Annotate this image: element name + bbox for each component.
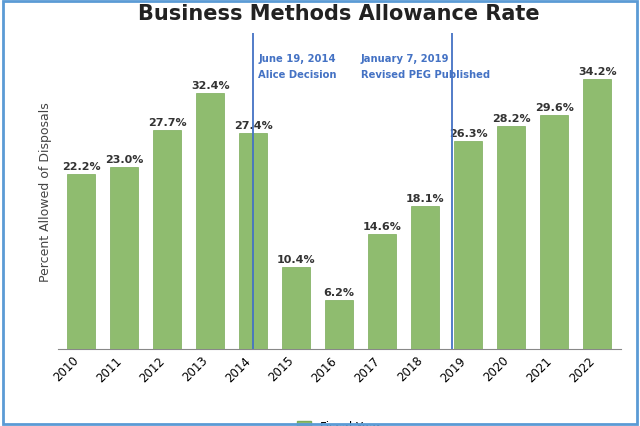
Text: 29.6%: 29.6% — [535, 103, 573, 113]
Title: Business Methods Allowance Rate: Business Methods Allowance Rate — [138, 4, 540, 24]
Text: 22.2%: 22.2% — [62, 161, 100, 171]
Text: 27.4%: 27.4% — [234, 120, 273, 130]
Bar — [239, 133, 267, 349]
Text: 23.0%: 23.0% — [105, 155, 143, 165]
Text: Revised PEG Published: Revised PEG Published — [361, 69, 490, 80]
Bar — [110, 168, 138, 349]
Bar — [497, 127, 525, 349]
Text: 18.1%: 18.1% — [406, 193, 445, 204]
Text: 34.2%: 34.2% — [578, 66, 616, 77]
Bar — [540, 116, 568, 349]
Text: January 7, 2019: January 7, 2019 — [361, 54, 449, 64]
Text: 32.4%: 32.4% — [191, 81, 230, 91]
Text: 28.2%: 28.2% — [492, 114, 531, 124]
Text: 27.7%: 27.7% — [148, 118, 186, 128]
Bar — [368, 234, 396, 349]
Text: June 19, 2014: June 19, 2014 — [259, 54, 336, 64]
Bar — [412, 207, 439, 349]
Bar — [153, 131, 181, 349]
Bar — [325, 300, 353, 349]
Bar — [196, 94, 224, 349]
Text: 10.4%: 10.4% — [277, 254, 316, 264]
Bar — [583, 80, 611, 349]
Text: 6.2%: 6.2% — [324, 287, 355, 297]
Bar — [454, 142, 482, 349]
Text: 26.3%: 26.3% — [449, 129, 488, 139]
Bar — [67, 174, 95, 349]
Y-axis label: Percent Allowed of Disposals: Percent Allowed of Disposals — [39, 102, 52, 281]
Legend: Fiscal Year: Fiscal Year — [292, 416, 387, 426]
Text: Alice Decision: Alice Decision — [259, 69, 337, 80]
Bar — [282, 268, 310, 349]
Text: 14.6%: 14.6% — [363, 221, 402, 231]
